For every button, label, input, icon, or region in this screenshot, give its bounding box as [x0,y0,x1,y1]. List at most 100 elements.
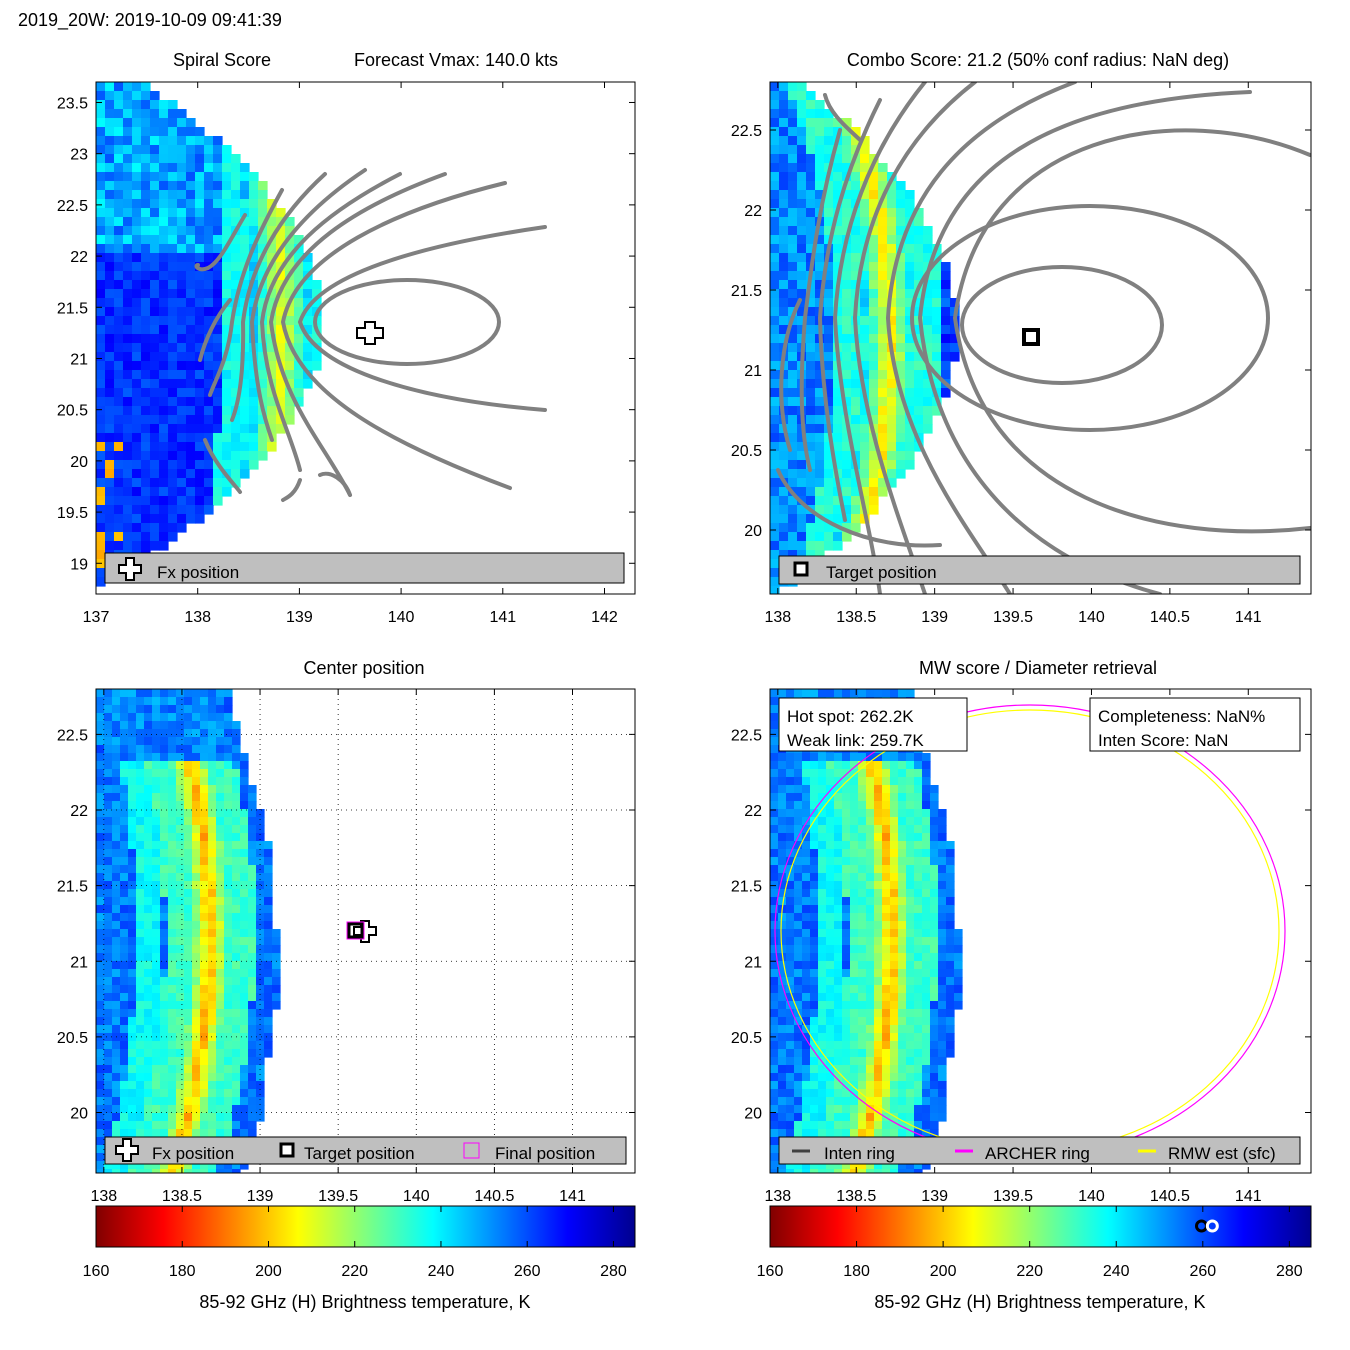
heatmap-cell [232,953,241,962]
heatmap-cell [114,514,124,524]
y-tick-label: 21 [70,954,88,971]
heatmap-cell [802,977,811,986]
heatmap-cell [858,937,867,946]
heatmap-cell [177,271,187,281]
heatmap-cell [128,969,137,978]
heatmap-cell [914,953,923,962]
heatmap-cell [786,841,795,850]
heatmap-cell [770,298,780,308]
heatmap-cell [303,325,313,335]
heatmap-cell [842,969,851,978]
heatmap-cell [104,769,113,778]
heatmap-cell [818,969,827,978]
heatmap-cell [802,897,811,906]
heatmap-cell [806,397,816,407]
heatmap-cell [922,833,931,842]
heatmap-cell [208,753,217,762]
heatmap-cell [770,985,779,994]
center-target-marker [347,922,364,939]
heatmap-cell [128,953,137,962]
heatmap-cell [802,1073,811,1082]
heatmap-cell [842,262,852,272]
heatmap-cell [770,415,780,425]
heatmap-cell [834,1169,843,1173]
heatmap-cell [120,1065,129,1074]
heatmap-cell [866,865,875,874]
x-tick-label: 139.5 [993,609,1033,626]
heatmap-cell [177,451,187,461]
heatmap-cell [248,857,257,866]
heatmap-cell [160,777,169,786]
heatmap-cell [144,897,153,906]
heatmap-cell [159,388,169,398]
heatmap-cell [770,1113,779,1122]
heatmap-cell [200,1049,209,1058]
heatmap-cell [294,325,304,335]
heatmap-cell [802,761,811,770]
heatmap-cell [222,487,232,497]
heatmap-cell [858,1081,867,1090]
heatmap-cell [141,496,151,506]
heatmap-cell [120,937,129,946]
heatmap-cell [240,953,249,962]
heatmap-cell [866,913,875,922]
heatmap-cell [802,961,811,970]
heatmap-cell [96,424,106,434]
heatmap-cell [878,433,888,443]
heatmap-cell [114,145,124,155]
heatmap-cell [114,415,124,425]
heatmap-cell [112,993,121,1002]
heatmap-cell [258,262,268,272]
heatmap-cell [144,729,153,738]
heatmap-cell [842,505,852,515]
heatmap-cell [120,1025,129,1034]
heatmap-cell [896,262,906,272]
heatmap-cell [824,388,834,398]
heatmap-cell [264,889,273,898]
heatmap-cell [842,881,851,890]
heatmap-cell [112,857,121,866]
heatmap-cell [954,1001,963,1010]
heatmap-cell [192,889,201,898]
heatmap-cell [204,451,214,461]
heatmap-cell [216,873,225,882]
heatmap-cell [96,873,105,882]
heatmap-cell [216,897,225,906]
heatmap-cell [231,181,241,191]
heatmap-cell [177,127,187,137]
heatmap-cell [123,208,133,218]
heatmap-cell [96,729,105,738]
heatmap-cell [914,1105,923,1114]
heatmap-cell [815,523,825,533]
heatmap-cell [794,849,803,858]
heatmap-cell [204,316,214,326]
heatmap-cell [802,1001,811,1010]
x-tick-label: 138 [764,609,791,626]
heatmap-cell [216,1097,225,1106]
heatmap-cell [788,514,798,524]
heatmap-cell [240,379,250,389]
heatmap-cell [160,841,169,850]
heatmap-cell [826,849,835,858]
heatmap-cell [930,889,939,898]
heatmap-cell [276,235,286,245]
heatmap-cell [887,244,897,254]
heatmap-cell [192,1065,201,1074]
heatmap-cell [896,199,906,209]
heatmap-cell [770,961,779,970]
heatmap-cell [159,199,169,209]
heatmap-cell [232,825,241,834]
heatmap-cell [222,388,232,398]
heatmap-cell [932,289,942,299]
heatmap-cell [797,325,807,335]
heatmap-cell [826,937,835,946]
heatmap-cell [104,713,113,722]
colorbar-tick-label: 220 [341,1263,368,1280]
heatmap-cell [842,370,852,380]
heatmap-cell [842,127,852,137]
heatmap-cell [184,937,193,946]
heatmap-cell [176,865,185,874]
heatmap-cell [922,1057,931,1066]
heatmap-cell [96,937,105,946]
heatmap-cell [786,921,795,930]
